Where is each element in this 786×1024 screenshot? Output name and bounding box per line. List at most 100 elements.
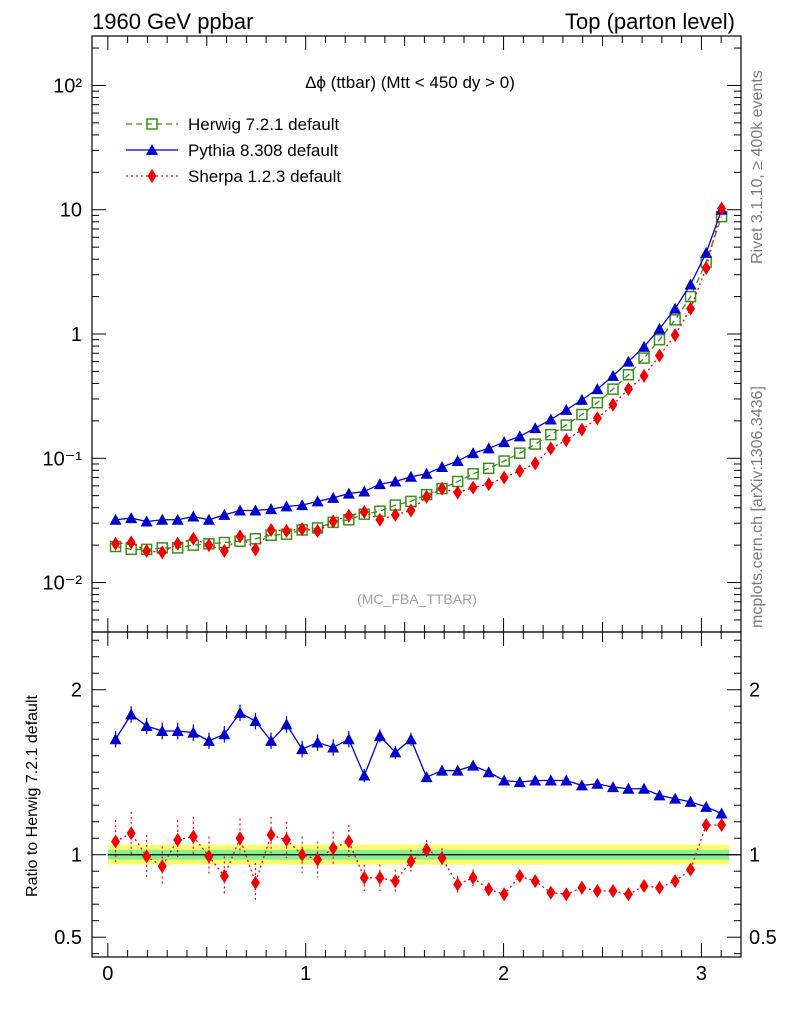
data-point-herwig xyxy=(591,396,604,409)
ratio-point-sherpa xyxy=(484,882,494,897)
data-point-sherpa xyxy=(468,480,478,495)
data-point-herwig xyxy=(653,333,666,346)
data-point-pythia xyxy=(436,461,449,473)
data-point-sherpa xyxy=(344,508,354,523)
data-point-pythia xyxy=(638,340,651,352)
x-tick-label: 1 xyxy=(300,963,311,985)
ratio-point-sherpa xyxy=(282,832,292,847)
data-point-pythia xyxy=(606,369,619,381)
data-point-sherpa xyxy=(297,521,307,536)
data-point-pythia xyxy=(171,513,184,525)
data-point-sherpa xyxy=(717,201,727,216)
ratio-point-sherpa xyxy=(204,849,214,864)
analysis-tag: (MC_FBA_TTBAR) xyxy=(357,591,477,607)
data-point-sherpa xyxy=(654,348,664,363)
ratio-point-pythia xyxy=(202,734,215,746)
data-point-pythia xyxy=(529,422,542,434)
data-point-sherpa xyxy=(484,477,494,492)
ratio-point-pythia xyxy=(529,774,542,786)
data-point-herwig xyxy=(560,419,573,431)
data-point-herwig xyxy=(669,314,681,326)
data-point-sherpa xyxy=(686,301,696,316)
data-point-herwig xyxy=(576,408,588,421)
ratio-point-sherpa xyxy=(344,834,354,849)
data-point-sherpa xyxy=(235,529,245,544)
data-point-sherpa xyxy=(453,485,463,500)
series-herwig xyxy=(109,210,728,556)
observable-label: Top (parton level) xyxy=(565,9,735,34)
data-point-sherpa xyxy=(250,542,260,557)
data-point-pythia xyxy=(265,503,278,515)
data-point-herwig xyxy=(607,383,619,395)
data-point-sherpa xyxy=(577,422,587,437)
data-point-sherpa xyxy=(173,536,183,551)
data-point-sherpa xyxy=(188,531,198,546)
data-point-pythia xyxy=(280,500,293,512)
ratio-point-pythia xyxy=(669,792,682,804)
ratio-point-pythia xyxy=(218,728,231,740)
ratio-point-sherpa xyxy=(111,834,121,849)
ratio-point-sherpa xyxy=(375,870,385,885)
ratio-point-pythia xyxy=(358,769,371,781)
ratio-point-pythia xyxy=(327,741,340,753)
data-point-pythia xyxy=(202,513,215,525)
data-point-sherpa xyxy=(530,456,540,471)
ratio-y-tick-label: 0.5 xyxy=(54,927,82,949)
ratio-point-pythia xyxy=(715,807,728,819)
ratio-plot-panel: 0.5 0.5 1 1 2 2 0 1 2 3 xyxy=(54,631,777,985)
data-point-pythia xyxy=(513,430,526,442)
ratio-point-sherpa xyxy=(670,874,680,889)
data-point-pythia xyxy=(187,510,200,522)
data-point-herwig xyxy=(482,462,495,475)
data-point-pythia xyxy=(482,442,495,454)
ratio-y-tick-label-right: 0.5 xyxy=(749,927,777,949)
y-tick-label: 10 xyxy=(60,200,82,222)
data-point-pythia xyxy=(342,487,355,499)
ratio-y-tick-label-right: 1 xyxy=(749,845,760,867)
ratio-point-pythia xyxy=(451,764,464,776)
data-point-sherpa xyxy=(701,260,711,275)
ratio-point-sherpa xyxy=(530,874,540,889)
ratio-point-pythia xyxy=(156,724,169,736)
data-point-sherpa xyxy=(375,512,385,527)
ratio-point-sherpa xyxy=(546,885,556,900)
data-point-herwig xyxy=(622,368,635,381)
data-point-sherpa xyxy=(157,545,167,560)
data-point-sherpa xyxy=(515,463,525,478)
data-point-sherpa xyxy=(437,481,447,496)
data-point-sherpa xyxy=(390,507,400,522)
data-point-pythia xyxy=(622,355,635,367)
ratio-y-tick-label: 1 xyxy=(71,845,82,867)
ratio-point-pythia xyxy=(420,771,433,783)
ratio-line-sherpa xyxy=(115,824,722,896)
ratio-point-sherpa xyxy=(422,842,432,857)
plot-title: Δϕ (ttbar) (Mtt < 450 dy > 0) xyxy=(305,73,515,92)
ratio-point-sherpa xyxy=(313,852,323,867)
ratio-point-pythia xyxy=(234,706,247,718)
y-tick-label: 10² xyxy=(53,75,82,97)
ratio-point-sherpa xyxy=(592,884,602,899)
x-tick-label: 0 xyxy=(102,963,113,985)
ratio-point-pythia xyxy=(544,774,557,786)
data-point-herwig xyxy=(545,428,557,441)
data-point-sherpa xyxy=(282,523,292,538)
ratio-point-sherpa xyxy=(126,826,136,841)
ratio-series-pythia xyxy=(109,704,728,819)
data-point-pythia xyxy=(467,447,480,459)
ratio-point-sherpa xyxy=(468,870,478,885)
ratio-y-tick-label-right: 2 xyxy=(749,680,760,702)
ratio-point-sherpa xyxy=(701,818,711,833)
data-point-herwig xyxy=(638,352,650,364)
data-point-herwig xyxy=(514,447,526,459)
y-tick-label: 10⁻² xyxy=(43,573,83,595)
data-point-pythia xyxy=(653,322,666,334)
ratio-point-pythia xyxy=(404,733,417,745)
ratio-point-pythia xyxy=(389,746,402,758)
data-point-pythia xyxy=(575,393,588,405)
data-point-sherpa xyxy=(623,382,633,397)
ratio-point-sherpa xyxy=(515,869,525,884)
ratio-y-tick-label: 2 xyxy=(71,680,82,702)
ratio-point-pythia xyxy=(296,743,309,755)
data-point-pythia xyxy=(249,504,262,516)
data-point-pythia xyxy=(373,478,386,490)
